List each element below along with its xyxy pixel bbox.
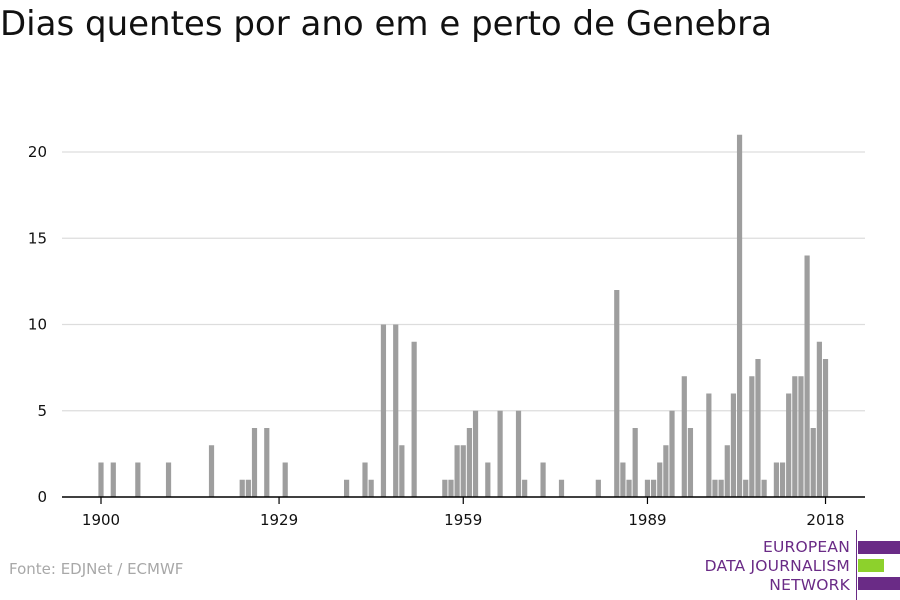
bar xyxy=(239,479,245,497)
bar xyxy=(614,290,620,497)
bar xyxy=(632,428,638,497)
bar xyxy=(497,410,503,497)
bar xyxy=(773,462,779,497)
bar xyxy=(466,428,472,497)
bar xyxy=(110,462,116,497)
bar xyxy=(472,410,479,497)
bar xyxy=(792,376,798,497)
x-tick-label: 1959 xyxy=(444,511,482,529)
bar xyxy=(626,479,632,497)
bar xyxy=(558,479,565,497)
x-tick-label: 2018 xyxy=(806,511,844,529)
source-note: Fonte: EDJNet / ECMWF xyxy=(9,560,184,578)
y-tick-label: 20 xyxy=(28,143,47,161)
bar xyxy=(687,428,694,497)
bar xyxy=(522,479,528,497)
grid-lines xyxy=(62,151,865,412)
logo-text-european: EUROPEAN xyxy=(762,538,850,556)
edjnet-logo: EUROPEAN DATA JOURNALISM NETWORK xyxy=(690,530,900,600)
bar xyxy=(761,479,767,497)
bar xyxy=(460,445,466,497)
bar xyxy=(411,341,417,497)
bar xyxy=(454,445,460,497)
bar xyxy=(245,479,251,497)
bar xyxy=(380,324,387,497)
bar xyxy=(804,255,810,497)
bar xyxy=(644,479,651,497)
bar xyxy=(135,462,141,497)
logo-text-data-journalism: DATA JOURNALISM xyxy=(704,557,850,575)
bar xyxy=(743,479,749,497)
y-tick-label: 5 xyxy=(37,402,47,420)
bar xyxy=(485,462,491,497)
bar xyxy=(816,341,822,497)
logo-bar-bottom xyxy=(858,577,900,590)
bar-chart: 0 5 10 15 20 1900 1929 1959 1989 2018 xyxy=(28,134,865,529)
bar xyxy=(208,445,215,497)
bar xyxy=(712,479,718,497)
x-tick-label: 1900 xyxy=(82,511,120,529)
logo-bar-middle xyxy=(858,559,884,572)
logo-text-network: NETWORK xyxy=(769,576,850,594)
y-tick-label: 0 xyxy=(37,488,47,506)
bar xyxy=(724,445,730,497)
bar xyxy=(755,359,761,497)
bar xyxy=(749,376,755,497)
x-tick-label: 1929 xyxy=(260,511,298,529)
bar xyxy=(344,479,350,497)
bar xyxy=(718,479,724,497)
bar xyxy=(822,359,829,497)
bar xyxy=(98,462,104,497)
bar xyxy=(368,479,374,497)
bar xyxy=(165,462,172,497)
bar xyxy=(362,462,368,497)
bar xyxy=(786,393,792,497)
bar xyxy=(620,462,626,497)
bar xyxy=(779,462,786,497)
y-tick-label: 10 xyxy=(28,316,47,334)
bar xyxy=(681,376,687,497)
axes: 0 5 10 15 20 1900 1929 1959 1989 2018 xyxy=(28,143,865,529)
chart-title: Dias quentes por ano em e perto de Geneb… xyxy=(0,4,772,44)
x-tick-label: 1989 xyxy=(628,511,666,529)
bar xyxy=(657,462,663,497)
bar xyxy=(706,393,712,497)
bar xyxy=(730,393,737,497)
bar xyxy=(540,462,546,497)
bar xyxy=(264,428,270,497)
bar xyxy=(282,462,288,497)
logo-bar-top xyxy=(858,541,900,554)
bar xyxy=(651,479,657,497)
bar xyxy=(251,428,258,497)
bar xyxy=(442,479,448,497)
bar xyxy=(663,445,669,497)
bar xyxy=(515,410,522,497)
bar xyxy=(810,428,816,497)
logo-divider xyxy=(856,530,857,600)
bar xyxy=(595,479,601,497)
bar xyxy=(669,410,675,497)
y-tick-label: 15 xyxy=(28,229,47,247)
bar xyxy=(736,134,743,497)
bar xyxy=(448,479,454,497)
bar xyxy=(393,324,399,497)
bars xyxy=(98,134,829,497)
bar xyxy=(399,445,405,497)
bar xyxy=(798,376,804,497)
